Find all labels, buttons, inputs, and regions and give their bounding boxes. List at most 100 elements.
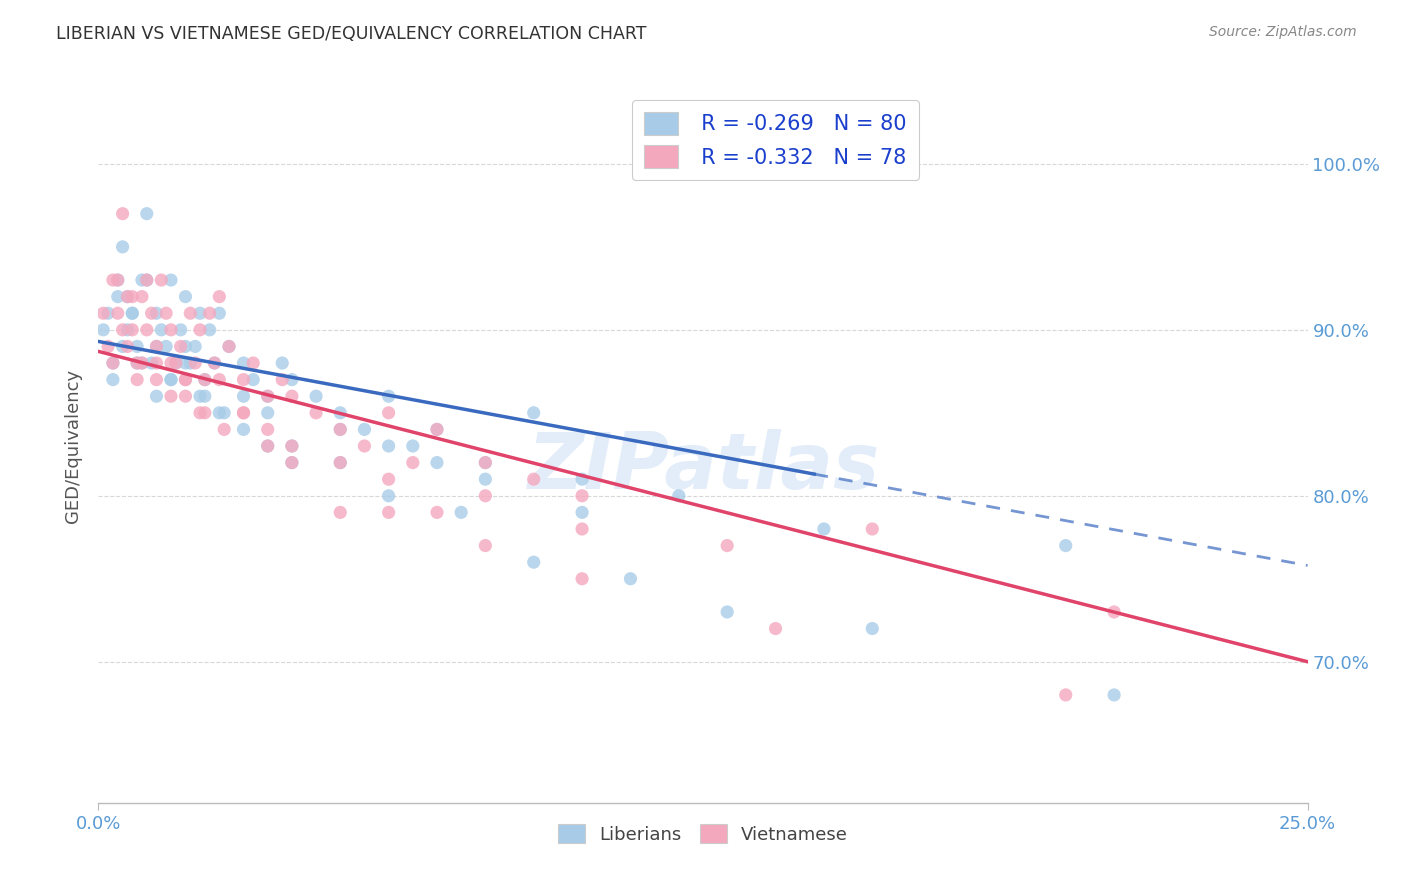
Point [198, 323, 221, 337]
Point [179, 306, 201, 320]
Point [242, 356, 264, 370]
Point [184, 356, 207, 370]
Point [121, 306, 143, 320]
Point [208, 290, 231, 304]
Point [218, 339, 240, 353]
Point [169, 339, 191, 353]
Point [305, 406, 328, 420]
Point [160, 323, 183, 337]
Point [121, 323, 143, 337]
Point [232, 389, 254, 403]
Point [353, 422, 375, 436]
Point [160, 356, 183, 370]
Point [121, 306, 143, 320]
Point [131, 273, 153, 287]
Point [571, 489, 593, 503]
Point [117, 290, 139, 304]
Text: Source: ZipAtlas.com: Source: ZipAtlas.com [1209, 25, 1357, 39]
Point [1102, 688, 1125, 702]
Point [107, 290, 129, 304]
Point [212, 422, 235, 436]
Point [218, 339, 240, 353]
Point [184, 339, 207, 353]
Point [135, 207, 157, 221]
Point [450, 505, 472, 519]
Point [212, 406, 235, 420]
Point [377, 389, 399, 403]
Point [474, 472, 496, 486]
Point [169, 323, 191, 337]
Point [765, 622, 787, 636]
Point [174, 339, 197, 353]
Point [111, 207, 134, 221]
Point [232, 422, 254, 436]
Point [194, 389, 217, 403]
Point [141, 306, 163, 320]
Point [127, 356, 149, 370]
Point [571, 522, 593, 536]
Point [426, 505, 449, 519]
Point [523, 472, 546, 486]
Point [377, 505, 399, 519]
Point [204, 356, 226, 370]
Text: LIBERIAN VS VIETNAMESE GED/EQUIVALENCY CORRELATION CHART: LIBERIAN VS VIETNAMESE GED/EQUIVALENCY C… [56, 25, 647, 43]
Point [150, 323, 173, 337]
Point [271, 373, 294, 387]
Point [208, 406, 231, 420]
Point [141, 356, 163, 370]
Point [256, 406, 278, 420]
Point [571, 505, 593, 519]
Point [426, 422, 449, 436]
Point [145, 373, 167, 387]
Point [155, 339, 177, 353]
Point [256, 439, 278, 453]
Point [145, 339, 167, 353]
Point [174, 373, 197, 387]
Point [329, 406, 352, 420]
Point [155, 306, 177, 320]
Point [160, 273, 183, 287]
Point [145, 306, 167, 320]
Point [377, 472, 399, 486]
Point [256, 422, 278, 436]
Point [256, 439, 278, 453]
Point [131, 356, 153, 370]
Point [571, 472, 593, 486]
Point [619, 572, 641, 586]
Point [232, 373, 254, 387]
Point [117, 339, 139, 353]
Point [101, 273, 124, 287]
Point [1054, 688, 1077, 702]
Point [716, 539, 738, 553]
Point [188, 406, 211, 420]
Legend: Liberians, Vietnamese: Liberians, Vietnamese [551, 817, 855, 851]
Point [271, 356, 294, 370]
Point [188, 389, 211, 403]
Point [402, 456, 425, 470]
Point [329, 422, 352, 436]
Point [474, 456, 496, 470]
Point [150, 273, 173, 287]
Point [160, 389, 183, 403]
Point [523, 406, 546, 420]
Point [101, 373, 124, 387]
Point [131, 356, 153, 370]
Point [377, 489, 399, 503]
Point [426, 422, 449, 436]
Point [1102, 605, 1125, 619]
Point [174, 356, 197, 370]
Point [194, 406, 217, 420]
Point [174, 290, 197, 304]
Point [111, 339, 134, 353]
Point [668, 489, 690, 503]
Point [204, 356, 226, 370]
Point [145, 389, 167, 403]
Point [256, 389, 278, 403]
Point [117, 323, 139, 337]
Point [117, 290, 139, 304]
Point [174, 373, 197, 387]
Point [426, 456, 449, 470]
Point [165, 356, 187, 370]
Point [101, 356, 124, 370]
Point [377, 439, 399, 453]
